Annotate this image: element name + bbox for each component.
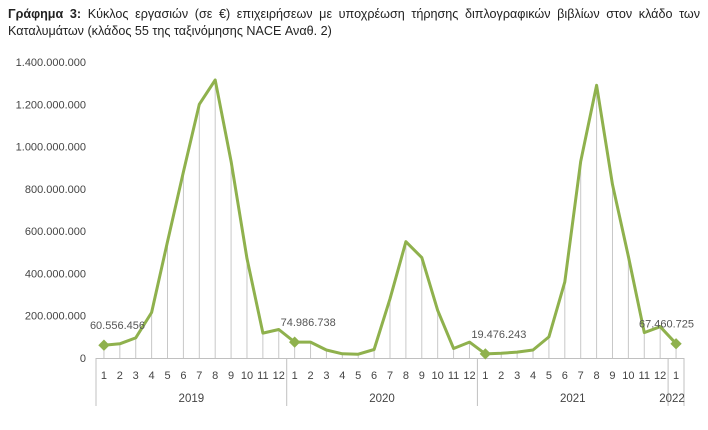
x-tick-label: 12: [463, 370, 475, 382]
x-tick-label: 5: [164, 370, 170, 382]
x-tick-label: 2: [307, 370, 313, 382]
x-tick-label: 7: [578, 370, 584, 382]
x-tick-label: 8: [403, 370, 409, 382]
y-tick-label: 1.200.000.000: [16, 99, 86, 111]
y-tick-label: 1.000.000.000: [16, 142, 86, 154]
x-tick-labels: 1 2 3 4 5 6 7 8 9 10 11 12 1 2 3 4 5 6 7 8 9 10 11 12 1 2 3 4 5 6 7 8 9 1…: [101, 370, 679, 382]
data-point-marker: [479, 348, 492, 360]
data-labels: 60.556.456 74.986.738 19.476.243 67.460.725: [90, 317, 694, 341]
x-tick-label: 1: [482, 370, 488, 382]
year-label: 2021: [560, 393, 586, 405]
x-tick-label: 8: [594, 370, 600, 382]
x-tick-label: 6: [562, 370, 568, 382]
year-label: 2020: [369, 393, 395, 405]
x-tick-label: 1: [673, 370, 679, 382]
caption-label: Γράφημα 3:: [8, 7, 82, 21]
year-group-labels: 2019 2020 2021 2022: [179, 393, 685, 405]
y-axis: 0 200.000.000 400.000.000 600.000.000 800.00…: [16, 57, 86, 365]
x-tick-label: 7: [387, 370, 393, 382]
data-point-marker: [288, 336, 301, 348]
data-point-marker: [670, 338, 682, 350]
series-polyline: [103, 78, 678, 356]
x-tick-label: 2: [117, 370, 123, 382]
x-tick-label: 9: [419, 370, 425, 382]
x-tick-label: 2: [498, 370, 504, 382]
x-tick-label: 12: [273, 370, 285, 382]
x-tick-label: 3: [323, 370, 329, 382]
x-tick-label: 8: [212, 370, 218, 382]
data-label: 67.460.725: [639, 319, 694, 331]
x-tick-label: 5: [355, 370, 361, 382]
series-line: [103, 78, 678, 356]
year-label: 2019: [179, 393, 205, 405]
data-label: 60.556.456: [90, 320, 145, 332]
x-tick-label: 10: [622, 370, 634, 382]
x-tick-label: 12: [654, 370, 666, 382]
y-tick-label: 200.000.000: [25, 311, 86, 323]
y-tick-label: 1.400.000.000: [16, 57, 86, 69]
x-tick-label: 9: [228, 370, 234, 382]
data-label: 19.476.243: [471, 329, 526, 341]
year-label: 2022: [659, 393, 685, 405]
x-tick-label: 7: [196, 370, 202, 382]
x-tick-label: 6: [371, 370, 377, 382]
y-tick-label: 400.000.000: [25, 268, 86, 280]
x-tick-label: 3: [133, 370, 139, 382]
x-tick-label: 4: [149, 370, 155, 382]
chart-caption: Γράφημα 3: Κύκλος εργασιών (σε €) επιχει…: [8, 6, 700, 40]
x-tick-label: 3: [514, 370, 520, 382]
x-tick-label: 1: [101, 370, 107, 382]
x-tick-label: 9: [609, 370, 615, 382]
x-tick-label: 11: [639, 370, 650, 382]
x-tick-label: 1: [292, 370, 298, 382]
x-axis: [95, 358, 685, 406]
y-tick-label: 0: [80, 353, 86, 365]
x-tick-label: 11: [257, 370, 268, 382]
x-tick-label: 4: [339, 370, 345, 382]
caption-text: Κύκλος εργασιών (σε €) επιχειρήσεων με υ…: [8, 7, 701, 38]
y-tick-label: 600.000.000: [25, 226, 86, 238]
x-tick-label: 5: [546, 370, 552, 382]
drop-lines: [103, 79, 677, 358]
x-tick-label: 10: [241, 370, 253, 382]
x-tick-label: 4: [530, 370, 536, 382]
x-tick-label: 11: [448, 370, 459, 382]
y-tick-label: 800.000.000: [25, 184, 86, 196]
data-point-marker: [98, 339, 110, 351]
x-tick-label: 10: [432, 370, 444, 382]
x-tick-label: 6: [180, 370, 186, 382]
data-label: 74.986.738: [281, 317, 336, 329]
